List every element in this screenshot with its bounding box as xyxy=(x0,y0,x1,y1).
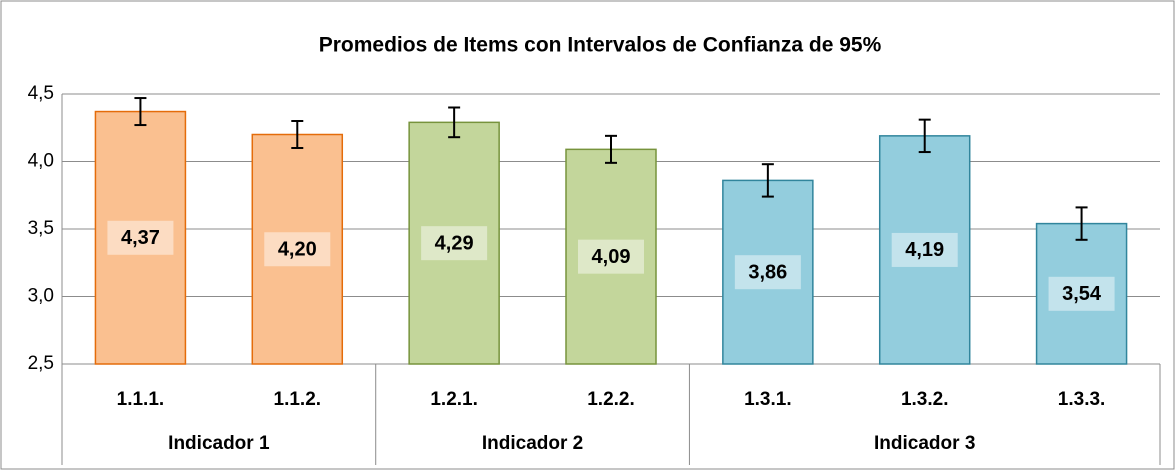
y-tick-label: 4,5 xyxy=(28,83,54,104)
error-bar xyxy=(918,118,931,154)
data-label-box xyxy=(891,232,958,267)
error-bar xyxy=(1075,206,1088,241)
data-label-box xyxy=(578,239,644,274)
x-tick-label: 1.2.1. xyxy=(430,389,478,410)
data-label-box xyxy=(264,232,331,267)
y-tick-label: 3,5 xyxy=(28,218,54,239)
error-bar xyxy=(448,106,461,139)
data-label-box xyxy=(1048,276,1115,311)
x-tick-label: 1.1.2. xyxy=(274,389,322,410)
bar xyxy=(251,133,344,365)
error-bar xyxy=(134,97,147,127)
group-label: Indicador 3 xyxy=(874,433,975,454)
data-label-box xyxy=(421,226,488,261)
error-bar xyxy=(291,120,304,149)
data-label: 4,37 xyxy=(121,227,160,249)
x-tick-label: 1.3.3. xyxy=(1058,389,1106,410)
data-label-box xyxy=(107,220,174,255)
data-label: 3,54 xyxy=(1062,283,1102,305)
error-bar xyxy=(761,163,774,198)
y-tick-label: 4,0 xyxy=(28,151,54,172)
bar xyxy=(94,110,187,365)
data-label: 4,29 xyxy=(435,232,474,254)
x-tick-label: 1.2.2. xyxy=(587,389,635,410)
y-tick-label: 3,0 xyxy=(28,286,54,307)
x-tick-label: 1.3.1. xyxy=(744,389,792,410)
error-bar xyxy=(605,134,617,164)
bar xyxy=(408,121,500,365)
x-tick-label: 1.1.1. xyxy=(117,389,165,410)
bar xyxy=(722,179,814,365)
group-label: Indicador 2 xyxy=(482,433,583,454)
chart-title: Promedios de Items con Intervalos de Con… xyxy=(319,34,882,57)
data-label-box xyxy=(734,255,801,290)
data-label: 4,20 xyxy=(278,239,317,261)
data-label: 3,86 xyxy=(748,261,787,283)
x-tick-label: 1.3.2. xyxy=(901,389,949,410)
bar xyxy=(1035,222,1128,365)
y-tick-label: 2,5 xyxy=(28,353,54,374)
data-label: 4,09 xyxy=(592,246,631,268)
data-label: 4,19 xyxy=(905,239,944,261)
group-label: Indicador 1 xyxy=(168,433,270,454)
bar xyxy=(565,148,657,365)
bar xyxy=(878,135,971,365)
